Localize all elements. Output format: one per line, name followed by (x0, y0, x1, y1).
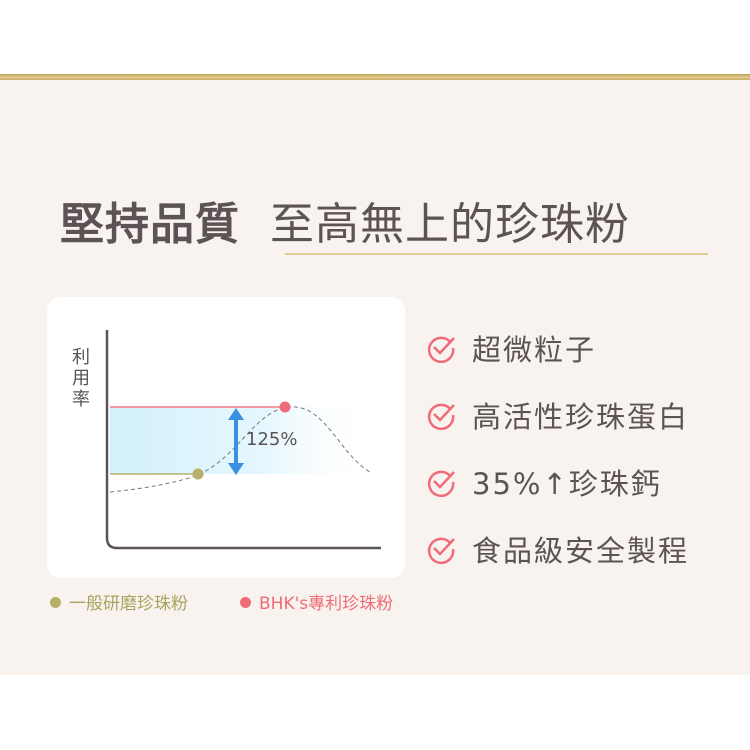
legend-label: 一般研磨珍珠粉 (69, 594, 188, 614)
check-circle-icon (427, 537, 455, 564)
feature-item: 超微粒子 (426, 314, 689, 381)
feature-label: 食品級安全製程 (472, 533, 690, 568)
title-underline (285, 253, 708, 255)
feature-item: 高活性珍珠蛋白 (426, 381, 689, 448)
feature-item: 35%↑珍珠鈣 (426, 448, 689, 515)
utilization-curve (109, 406, 371, 493)
legend-dot (240, 597, 251, 608)
check-circle-icon (427, 470, 455, 497)
legend-bhk: BHK's專利珍珠粉 (240, 589, 393, 614)
check-circle-icon (427, 403, 455, 430)
normal-point (192, 468, 204, 480)
gold-divider (0, 74, 750, 80)
feature-label: 35%↑珍珠鈣 (472, 466, 662, 501)
page-title: 堅持品質 至高無上的珍珠粉 (60, 188, 630, 252)
y-axis-label: 利用率 (72, 347, 90, 410)
feature-item: 食品級安全製程 (426, 515, 689, 582)
increase-label: 125% (246, 429, 298, 450)
feature-label: 高活性珍珠蛋白 (472, 399, 690, 434)
legend-label: BHK's專利珍珠粉 (259, 594, 394, 614)
legend-normal: 一般研磨珍珠粉 (50, 589, 188, 614)
legend-dot (50, 597, 61, 608)
feature-label: 超微粒子 (472, 332, 597, 367)
bhk-point (279, 401, 291, 413)
feature-list: 超微粒子 高活性珍珠蛋白 35%↑珍珠鈣 食品級安全製程 (426, 314, 689, 582)
check-circle-icon (427, 336, 455, 363)
title-regular: 至高無上的珍珠粉 (270, 199, 630, 250)
title-bold: 堅持品質 (60, 199, 240, 250)
axes (105, 330, 381, 550)
double-arrow-icon (228, 408, 244, 475)
